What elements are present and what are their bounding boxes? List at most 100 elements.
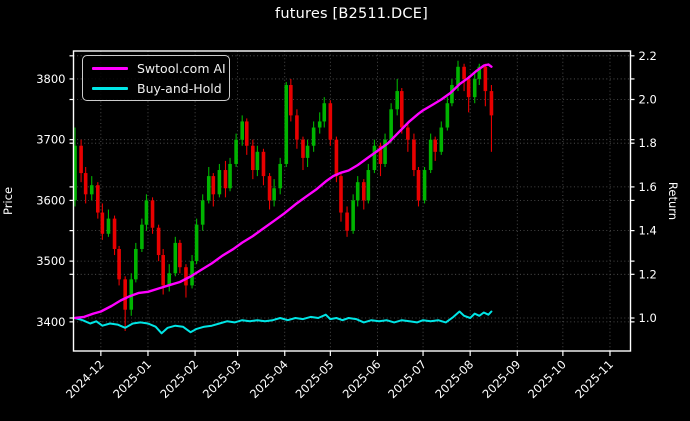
x-tick-label: 2025-02	[157, 357, 201, 401]
candle-body	[144, 200, 149, 225]
candle-body	[383, 139, 387, 164]
candle-body	[194, 224, 199, 262]
legend-label-ai: Swtool.com AI	[137, 60, 226, 76]
candle-body	[278, 163, 282, 189]
candle-body	[428, 139, 433, 171]
candle-body	[489, 91, 494, 116]
price-tick-label: 3400	[36, 315, 65, 329]
return-tick-label: 2.0	[639, 93, 657, 107]
price-tick-label: 3700	[36, 133, 65, 147]
candle-body	[184, 267, 188, 286]
candle-body	[79, 145, 83, 174]
candle-body	[200, 200, 205, 225]
return-tick-label: 1.6	[639, 180, 657, 194]
candle-body	[117, 248, 121, 280]
candle-body	[123, 279, 127, 310]
candle-body	[206, 176, 211, 201]
x-tick-label: 2025-08	[432, 357, 476, 401]
candle-body	[311, 127, 316, 146]
candle-body	[228, 163, 232, 189]
candle-body	[190, 261, 194, 286]
legend-label-buyhold: Buy-and-Hold	[137, 80, 222, 96]
price-tick-label: 3500	[36, 254, 65, 268]
tick-marks	[69, 55, 635, 356]
candle-body	[244, 121, 249, 146]
candle-body	[466, 78, 471, 98]
buyhold-line-swatch	[92, 86, 128, 90]
candle-body	[395, 91, 400, 110]
candle-body	[366, 170, 371, 201]
candle-body	[412, 139, 416, 171]
candle-body	[289, 85, 293, 116]
candle-body	[284, 85, 289, 164]
candle-body	[355, 182, 360, 201]
candle-body	[161, 255, 165, 286]
candle-body	[156, 227, 161, 256]
candle-body	[83, 173, 88, 195]
candle-body	[234, 139, 238, 164]
legend-item-ai: Swtool.com AI	[92, 61, 229, 76]
candle-body	[305, 145, 310, 158]
return-tick-label: 1.4	[639, 224, 657, 238]
plot-border	[72, 50, 632, 352]
candle-body	[106, 218, 111, 234]
candle-body	[483, 66, 488, 92]
ai-return-line	[73, 63, 493, 320]
x-tick-label: 2025-09	[480, 357, 524, 401]
candle-body	[339, 176, 343, 213]
candle-body	[211, 176, 216, 195]
candle-body	[140, 224, 144, 249]
candle-body	[477, 66, 482, 79]
candle-body	[317, 121, 322, 128]
candle-body	[223, 170, 228, 189]
x-tick-label: 2025-07	[385, 357, 429, 401]
candles	[73, 60, 494, 331]
candle-body	[361, 182, 366, 201]
candle-body	[272, 188, 276, 201]
candle-body	[389, 109, 393, 140]
ai-line-swatch	[92, 66, 128, 70]
candle-body	[89, 185, 94, 195]
candle-body	[295, 115, 299, 140]
candle-body	[351, 200, 355, 231]
x-tick-label: 2024-12	[63, 357, 107, 401]
candle-body	[96, 185, 100, 213]
candle-body	[462, 66, 466, 79]
candle-body	[472, 78, 477, 98]
x-tick-label: 2025-04	[247, 357, 291, 401]
candle-body	[173, 242, 178, 274]
legend: Swtool.com AI Buy-and-Hold	[82, 55, 230, 101]
return-tick-label: 2.2	[639, 49, 657, 63]
candle-body	[422, 170, 427, 201]
candle-body	[378, 145, 383, 164]
candle-body	[112, 218, 117, 249]
x-tick-label: 2025-01	[110, 357, 154, 401]
candle-body	[100, 212, 105, 234]
x-tick-label: 2025-03	[200, 357, 244, 401]
price-tick-label: 3600	[36, 193, 65, 207]
candle-body	[167, 273, 172, 286]
candle-body	[251, 145, 255, 171]
candle-body	[255, 151, 260, 171]
candle-body	[345, 212, 349, 231]
x-tick-label: 2025-06	[340, 357, 384, 401]
buyhold-return-line	[74, 310, 493, 335]
candle-body	[322, 103, 327, 122]
price-tick-label: 3800	[36, 72, 65, 86]
candle-body	[150, 200, 155, 228]
candle-body	[217, 170, 222, 195]
candle-body	[334, 139, 339, 177]
return-tick-label: 1.2	[639, 267, 657, 281]
x-tick-label: 2025-11	[572, 357, 616, 401]
candle-body	[372, 145, 377, 171]
candle-body	[450, 85, 454, 104]
candle-body	[261, 151, 266, 177]
candle-body	[240, 121, 244, 140]
candle-body	[267, 176, 272, 201]
candle-body	[406, 127, 410, 140]
candle-body	[301, 139, 305, 158]
chart-title: futures [B2511.DCE]	[275, 6, 428, 22]
candle-body	[134, 248, 138, 280]
